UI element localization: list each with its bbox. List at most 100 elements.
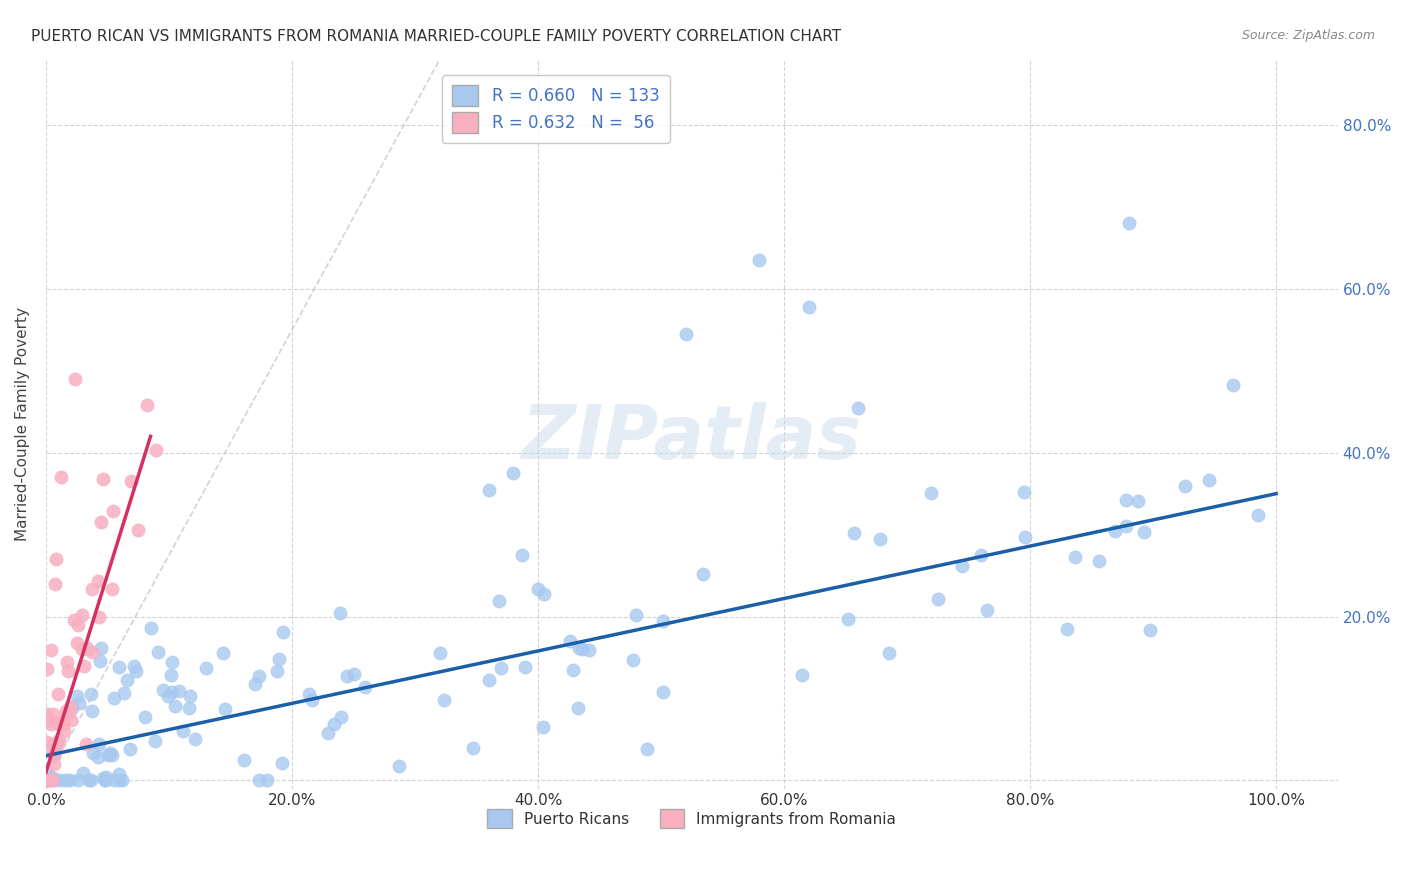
Point <box>60 713 83 727</box>
Point <box>177 701 200 715</box>
Point <box>41 745 63 759</box>
Point <box>353 680 375 694</box>
Point <box>432 693 454 707</box>
Point <box>578 643 600 657</box>
Point <box>429 646 451 660</box>
Point <box>271 756 294 770</box>
Point <box>146 645 169 659</box>
Point <box>1012 484 1035 499</box>
Point <box>41 740 63 755</box>
Point <box>103 772 125 787</box>
Point <box>214 702 236 716</box>
Point <box>56 655 79 669</box>
Y-axis label: Married-Couple Family Poverty: Married-Couple Family Poverty <box>15 307 30 541</box>
Point <box>266 664 288 678</box>
Point <box>651 614 673 628</box>
Point <box>62 613 84 627</box>
Point <box>533 587 555 601</box>
Point <box>46 687 69 701</box>
Point <box>502 466 524 480</box>
Point <box>1126 494 1149 508</box>
Point <box>491 661 513 675</box>
Point <box>927 591 949 606</box>
Point <box>77 772 100 787</box>
Point <box>80 582 103 596</box>
Point <box>108 772 131 787</box>
Point <box>461 740 484 755</box>
Point <box>488 594 510 608</box>
Point <box>90 515 112 529</box>
Point <box>44 576 66 591</box>
Point <box>37 772 59 787</box>
Point <box>976 603 998 617</box>
Point <box>118 742 141 756</box>
Point <box>103 690 125 705</box>
Point <box>141 621 163 635</box>
Point <box>1118 216 1140 230</box>
Point <box>45 552 67 566</box>
Point <box>748 253 770 268</box>
Point <box>160 668 183 682</box>
Point <box>143 734 166 748</box>
Point <box>96 771 118 785</box>
Point <box>152 682 174 697</box>
Point <box>89 654 111 668</box>
Point <box>58 705 80 719</box>
Point <box>37 772 59 787</box>
Point <box>122 658 145 673</box>
Point <box>247 669 270 683</box>
Point <box>73 658 96 673</box>
Point <box>271 624 294 639</box>
Point <box>1104 524 1126 538</box>
Point <box>53 712 76 726</box>
Point <box>842 525 865 540</box>
Point <box>75 737 97 751</box>
Point <box>636 742 658 756</box>
Point <box>232 753 254 767</box>
Point <box>1056 622 1078 636</box>
Point <box>621 653 644 667</box>
Point <box>120 474 142 488</box>
Point <box>298 687 321 701</box>
Point <box>101 747 124 762</box>
Point <box>37 768 59 782</box>
Point <box>49 470 72 484</box>
Point <box>87 574 110 589</box>
Point <box>156 689 179 703</box>
Point <box>42 748 65 763</box>
Point <box>93 472 115 486</box>
Point <box>135 398 157 412</box>
Point <box>1174 479 1197 493</box>
Point <box>107 660 129 674</box>
Point <box>98 746 121 760</box>
Point <box>37 772 59 787</box>
Point <box>1139 624 1161 638</box>
Point <box>162 685 184 699</box>
Point <box>58 699 80 714</box>
Point <box>67 618 90 632</box>
Text: PUERTO RICAN VS IMMIGRANTS FROM ROMANIA MARRIED-COUPLE FAMILY POVERTY CORRELATIO: PUERTO RICAN VS IMMIGRANTS FROM ROMANIA … <box>31 29 841 44</box>
Point <box>94 772 117 787</box>
Point <box>323 717 346 731</box>
Point <box>510 548 533 562</box>
Point <box>531 720 554 734</box>
Point <box>1222 377 1244 392</box>
Point <box>127 523 149 537</box>
Point <box>44 772 66 787</box>
Point <box>558 633 581 648</box>
Point <box>91 771 114 785</box>
Point <box>66 772 89 787</box>
Point <box>950 558 973 573</box>
Point <box>87 737 110 751</box>
Point <box>80 772 103 787</box>
Point <box>94 772 117 787</box>
Point <box>513 660 536 674</box>
Point <box>877 646 900 660</box>
Point <box>1198 473 1220 487</box>
Point <box>527 582 550 596</box>
Point <box>90 640 112 655</box>
Point <box>111 772 134 787</box>
Point <box>37 772 59 787</box>
Point <box>87 750 110 764</box>
Point <box>82 747 104 761</box>
